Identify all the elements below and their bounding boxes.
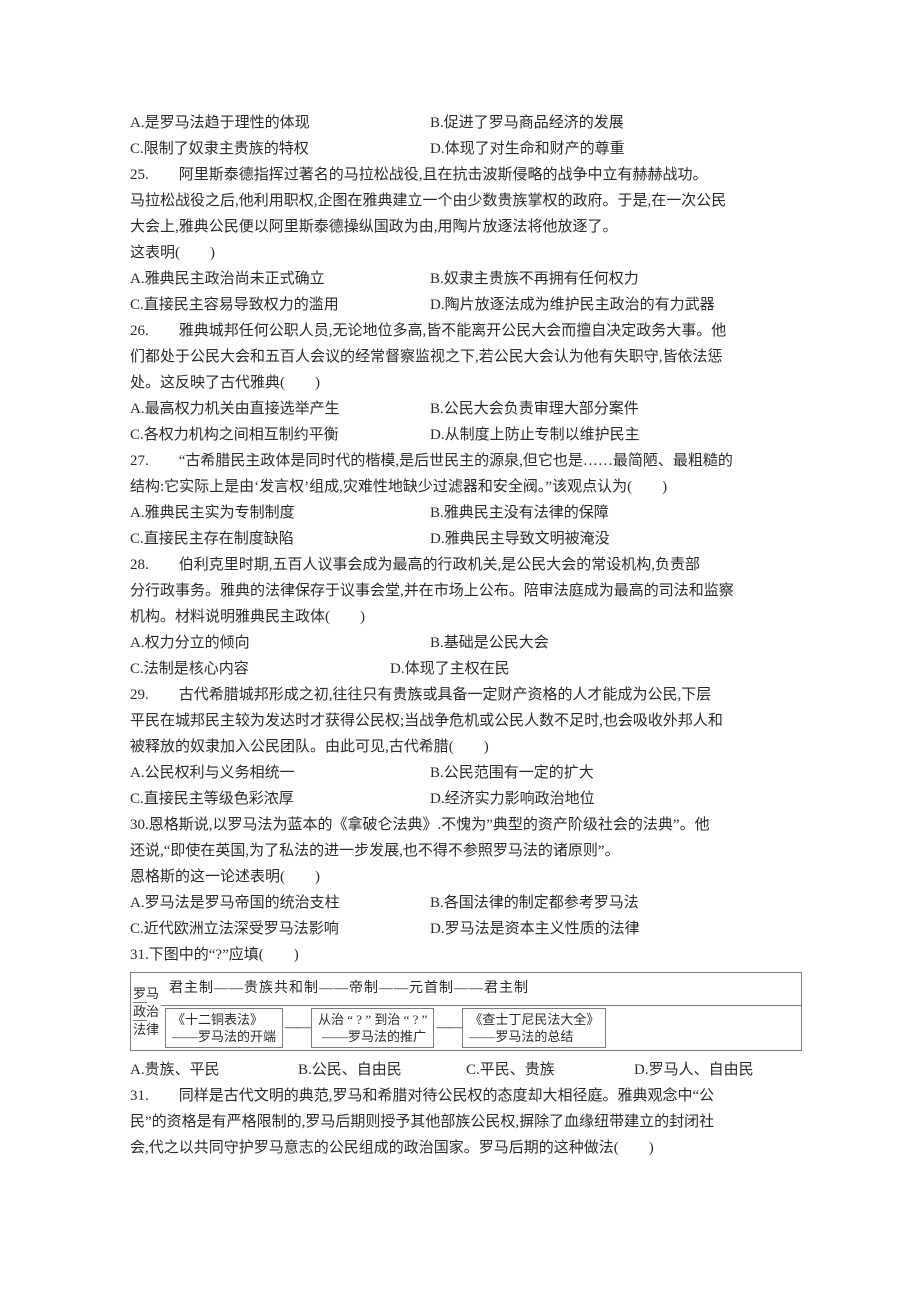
q24-opt-c: C.限制了奴隶主贵族的特权 — [130, 136, 430, 162]
g1-bot: ——罗马法的开端 — [172, 1028, 276, 1045]
diag-left-div1 — [133, 1002, 147, 1003]
q24-opt-a: A.是罗马法趋于理性的体现 — [130, 110, 430, 136]
q24-row2: C.限制了奴隶主贵族的特权 D.体现了对生命和财产的尊重 — [130, 136, 802, 162]
q27-stem-2: 结构:它实际上是由‘发言权’组成,灾难性地缺少过滤器和安全阀。”该观点认为( ) — [130, 474, 802, 500]
q31a-opt-d: D.罗马人、自由民 — [634, 1057, 802, 1083]
q31a-stem: 31.下图中的“?”应填( ) — [130, 942, 802, 968]
q30-stem-3: 恩格斯的这一论述表明( ) — [130, 864, 802, 890]
diag-left-2: 政治 — [133, 1004, 159, 1019]
q28-stem-3: 机构。材料说明雅典民主政体( ) — [130, 604, 802, 630]
exam-page: A.是罗马法趋于理性的体现 B.促进了罗马商品经济的发展 C.限制了奴隶主贵族的… — [0, 0, 920, 1211]
q29-opt-b: B.公民范围有一定的扩大 — [430, 760, 594, 786]
roman-law-diagram: 罗马 政治 法律 君主制——贵族共和制——帝制——元首制——君主制 《十二铜表法… — [130, 972, 802, 1051]
q26-opt-a: A.最高权力机关由直接选举产生 — [130, 396, 430, 422]
q24-opt-d: D.体现了对生命和财产的尊重 — [430, 136, 625, 162]
q28-row2: C.法制是核心内容 D.体现了主权在民 — [130, 656, 802, 682]
diagram-left-label: 罗马 政治 法律 — [131, 973, 161, 1050]
arrow-1: —— — [283, 1015, 311, 1041]
diagram-top-line: 君主制——贵族共和制——帝制——元首制——君主制 — [161, 973, 801, 1006]
q27-opt-c: C.直接民主存在制度缺陷 — [130, 526, 430, 552]
q25-opt-b: B.奴隶主贵族不再拥有任何权力 — [430, 266, 639, 292]
q28-opt-c: C.法制是核心内容 — [130, 656, 390, 682]
q25-stem-2: 马拉松战役之后,他利用职权,企图在雅典建立一个由少数贵族掌权的政府。于是,在一次… — [130, 188, 802, 214]
q29-opt-a: A.公民权利与义务相统一 — [130, 760, 430, 786]
q26-row1: A.最高权力机关由直接选举产生 B.公民大会负责审理大部分案件 — [130, 396, 802, 422]
q30-stem-1: 30.恩格斯说,以罗马法为蓝本的《拿破仑法典》.不愧为”典型的资产阶级社会的法典… — [130, 812, 802, 838]
q31b-stem-2: 民”的资格是有严格限制的,罗马后期则授予其他部族公民权,摒除了血缘纽带建立的封闭… — [130, 1109, 802, 1135]
g3-top: 《查士丁尼民法大全》 — [469, 1011, 599, 1028]
q30-opt-a: A.罗马法是罗马帝国的统治支柱 — [130, 890, 430, 916]
q31a-opt-a: A.贵族、平民 — [130, 1057, 298, 1083]
q26-opt-b: B.公民大会负责审理大部分案件 — [430, 396, 639, 422]
q28-stem-1: 28. 伯利克里时期,五百人议事会成为最高的行政机关,是公民大会的常设机构,负责… — [130, 552, 802, 578]
q29-opt-c: C.直接民主等级色彩浓厚 — [130, 786, 430, 812]
diagram-group-2: 从治 “ ? ” 到治 “ ? ” ——罗马法的推广 — [311, 1008, 434, 1048]
q28-row1: A.权力分立的倾向 B.基础是公民大会 — [130, 630, 802, 656]
q25-opt-d: D.陶片放逐法成为维护民主政治的有力武器 — [430, 292, 715, 318]
q29-opt-d: D.经济实力影响政治地位 — [430, 786, 595, 812]
q30-opt-d: D.罗马法是资本主义性质的法律 — [430, 916, 640, 942]
diagram-group-1: 《十二铜表法》 ——罗马法的开端 — [165, 1008, 283, 1048]
q25-row1: A.雅典民主政治尚未正式确立 B.奴隶主贵族不再拥有任何权力 — [130, 266, 802, 292]
q28-opt-b: B.基础是公民大会 — [430, 630, 549, 656]
q27-row2: C.直接民主存在制度缺陷 D.雅典民主导致文明被淹没 — [130, 526, 802, 552]
arrow-2: —— — [434, 1015, 462, 1041]
diagram-right: 君主制——贵族共和制——帝制——元首制——君主制 《十二铜表法》 ——罗马法的开… — [161, 973, 801, 1050]
g2-top: 从治 “ ? ” 到治 “ ? ” — [318, 1011, 427, 1028]
diag-left-div2 — [133, 1020, 147, 1021]
q26-stem-3: 处。这反映了古代雅典( ) — [130, 370, 802, 396]
q30-row2: C.近代欧洲立法深受罗马法影响 D.罗马法是资本主义性质的法律 — [130, 916, 802, 942]
q30-opt-c: C.近代欧洲立法深受罗马法影响 — [130, 916, 430, 942]
q30-row1: A.罗马法是罗马帝国的统治支柱 B.各国法律的制定都参考罗马法 — [130, 890, 802, 916]
q24-opt-b: B.促进了罗马商品经济的发展 — [430, 110, 624, 136]
q25-stem-1: 25. 阿里斯泰德指挥过著名的马拉松战役,且在抗击波斯侵略的战争中立有赫赫战功。 — [130, 162, 802, 188]
g3-bot: ——罗马法的总结 — [469, 1028, 599, 1045]
q31b-stem-1: 31. 同样是古代文明的典范,罗马和希腊对待公民权的态度却大相径庭。雅典观念中“… — [130, 1083, 802, 1109]
q31a-opt-b: B.公民、自由民 — [298, 1057, 466, 1083]
q27-opt-a: A.雅典民主实为专制制度 — [130, 500, 430, 526]
q31a-opt-c: C.平民、贵族 — [466, 1057, 634, 1083]
q29-stem-2: 平民在城邦民主较为发达时才获得公民权;当战争危机或公民人数不足时,也会吸收外邦人… — [130, 708, 802, 734]
diag-left-1: 罗马 — [133, 986, 159, 1001]
q26-stem-2: 们都处于公民大会和五百人会议的经常督察监视之下,若公民大会认为他有失职守,皆依法… — [130, 344, 802, 370]
q26-opt-d: D.从制度上防止专制以维护民主 — [430, 422, 640, 448]
q26-opt-c: C.各权力机构之间相互制约平衡 — [130, 422, 430, 448]
q26-row2: C.各权力机构之间相互制约平衡 D.从制度上防止专制以维护民主 — [130, 422, 802, 448]
q25-row2: C.直接民主容易导致权力的滥用 D.陶片放逐法成为维护民主政治的有力武器 — [130, 292, 802, 318]
q27-row1: A.雅典民主实为专制制度 B.雅典民主没有法律的保障 — [130, 500, 802, 526]
q29-row2: C.直接民主等级色彩浓厚 D.经济实力影响政治地位 — [130, 786, 802, 812]
q29-stem-1: 29. 古代希腊城邦形成之初,往往只有贵族或具备一定财产资格的人才能成为公民,下… — [130, 682, 802, 708]
q30-stem-2: 还说,“即使在英国,为了私法的进一步发展,也不得不参照罗马法的诸原则”。 — [130, 838, 802, 864]
q28-opt-d: D.体现了主权在民 — [390, 656, 510, 682]
diagram-bottom: 《十二铜表法》 ——罗马法的开端 —— 从治 “ ? ” 到治 “ ? ” ——… — [161, 1006, 801, 1050]
q25-opt-c: C.直接民主容易导致权力的滥用 — [130, 292, 430, 318]
q28-opt-a: A.权力分立的倾向 — [130, 630, 430, 656]
q25-opt-a: A.雅典民主政治尚未正式确立 — [130, 266, 430, 292]
diagram-group-3: 《查士丁尼民法大全》 ——罗马法的总结 — [462, 1008, 606, 1048]
q31b-stem-3: 会,代之以共同守护罗马意志的公民组成的政治国家。罗马后期的这种做法( ) — [130, 1135, 802, 1161]
q31a-options: A.贵族、平民 B.公民、自由民 C.平民、贵族 D.罗马人、自由民 — [130, 1057, 802, 1083]
q26-stem-1: 26. 雅典城邦任何公职人员,无论地位多高,皆不能离开公民大会而擅自决定政务大事… — [130, 318, 802, 344]
q30-opt-b: B.各国法律的制定都参考罗马法 — [430, 890, 639, 916]
q28-stem-2: 分行政事务。雅典的法律保存于议事会堂,并在市场上公布。陪审法庭成为最高的司法和监… — [130, 578, 802, 604]
diag-left-3: 法律 — [133, 1022, 159, 1037]
g2-bot: ——罗马法的推广 — [318, 1028, 427, 1045]
q29-stem-3: 被释放的奴隶加入公民团队。由此可见,古代希腊( ) — [130, 734, 802, 760]
q25-stem-4: 这表明( ) — [130, 240, 802, 266]
q24-row1: A.是罗马法趋于理性的体现 B.促进了罗马商品经济的发展 — [130, 110, 802, 136]
g1-top: 《十二铜表法》 — [172, 1011, 276, 1028]
q29-row1: A.公民权利与义务相统一 B.公民范围有一定的扩大 — [130, 760, 802, 786]
q27-stem-1: 27. “古希腊民主政体是同时代的楷模,是后世民主的源泉,但它也是……最简陋、最… — [130, 448, 802, 474]
q27-opt-d: D.雅典民主导致文明被淹没 — [430, 526, 610, 552]
q27-opt-b: B.雅典民主没有法律的保障 — [430, 500, 609, 526]
q25-stem-3: 大会上,雅典公民便以阿里斯泰德操纵国政为由,用陶片放逐法将他放逐了。 — [130, 214, 802, 240]
